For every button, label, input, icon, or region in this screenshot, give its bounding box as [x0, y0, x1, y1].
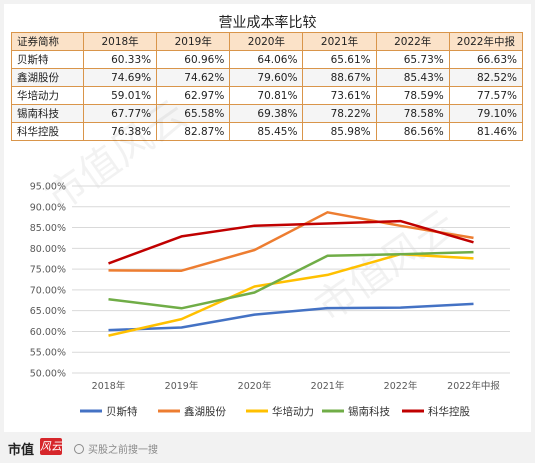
series-line [108, 302, 474, 332]
table-cell: 74.62% [156, 68, 231, 87]
table-cell: 70.81% [229, 86, 304, 105]
table-cell: 79.60% [229, 68, 304, 87]
y-tick-label: 95.00% [30, 182, 66, 193]
series-line [108, 252, 474, 337]
table-cell-company: 科华控股 [11, 122, 84, 141]
legend-label: 锡南科技 [348, 405, 390, 418]
table-cell: 86.56% [375, 122, 450, 141]
y-tick-label: 70.00% [30, 285, 66, 296]
search-icon [74, 444, 84, 454]
search-hint-text: 买股之前搜一搜 [88, 445, 158, 456]
table-cell-company: 华培动力 [11, 86, 84, 105]
x-tick-label: 2021年 [311, 380, 345, 392]
brand-logo-mark: 风云 [40, 438, 62, 455]
table-cell-company: 鑫湖股份 [11, 68, 84, 87]
cost-ratio-table: 证券简称 2018年 2019年 2020年 2021年 2022年 2022年… [11, 32, 524, 141]
table-cell: 69.38% [229, 104, 304, 123]
y-tick-label: 55.00% [30, 348, 66, 359]
table-header-cell: 2022年中报 [448, 32, 524, 51]
footer-bar: 市值 风云 买股之前搜一搜 [0, 432, 535, 463]
series-line [108, 211, 474, 272]
table-cell: 65.61% [302, 50, 377, 69]
legend-label: 科华控股 [428, 405, 470, 418]
table-cell: 79.10% [448, 104, 524, 123]
table-row: 鑫湖股份 74.69% 74.62% 79.60% 88.67% 85.43% … [11, 68, 524, 87]
line-chart: 50.00% 55.00% 60.00% 65.00% 70.00% 75.00% 80.0… [30, 182, 510, 418]
table-cell: 82.52% [448, 68, 524, 87]
x-tick-label: 2020年 [238, 380, 272, 392]
table-cell: 88.67% [302, 68, 377, 87]
table-cell: 77.57% [448, 86, 524, 105]
table-cell: 85.98% [302, 122, 377, 141]
x-tick-label: 2022年中报 [447, 380, 500, 392]
y-tick-label: 80.00% [30, 244, 66, 255]
legend-label: 鑫湖股份 [184, 405, 226, 418]
table-header-cell: 2022年 [375, 32, 450, 51]
y-tick-label: 75.00% [30, 265, 66, 276]
table-cell: 74.69% [82, 68, 158, 87]
table-cell: 65.73% [375, 50, 450, 69]
legend-label: 华培动力 [272, 405, 314, 418]
table-cell: 85.45% [229, 122, 304, 141]
y-tick-label: 65.00% [30, 306, 66, 317]
table-cell: 76.38% [82, 122, 158, 141]
table-row: 贝斯特 60.33% 60.96% 64.06% 65.61% 65.73% 6… [11, 50, 524, 69]
table-cell: 78.22% [302, 104, 377, 123]
table-header-cell: 2019年 [156, 32, 231, 51]
brand-logo-text: 市值 [8, 443, 35, 458]
table-cell: 82.87% [156, 122, 231, 141]
search-hint[interactable]: 买股之前搜一搜 [74, 441, 158, 456]
table-row: 华培动力 59.01% 62.97% 70.81% 73.61% 78.59% … [11, 86, 524, 105]
table-cell: 60.33% [82, 50, 158, 69]
table-row: 锡南科技 67.77% 65.58% 69.38% 78.22% 78.58% … [11, 104, 524, 123]
chart-card: 营业成本率比较 证券简称 2018年 2019年 2020年 2021年 202… [4, 4, 531, 432]
table-header-row: 证券简称 2018年 2019年 2020年 2021年 2022年 2022年… [11, 32, 524, 51]
y-tick-label: 85.00% [30, 223, 66, 234]
series-line [108, 250, 474, 310]
table-cell: 73.61% [302, 86, 377, 105]
table-cell: 67.77% [82, 104, 158, 123]
table-cell-company: 贝斯特 [11, 50, 84, 69]
x-tick-label: 2022年 [384, 380, 418, 392]
table-cell: 66.63% [448, 50, 524, 69]
x-tick-label: 2019年 [165, 380, 199, 392]
table-cell: 64.06% [229, 50, 304, 69]
table-header-cell: 证券简称 [11, 32, 84, 51]
table-cell: 60.96% [156, 50, 231, 69]
table-row: 科华控股 76.38% 82.87% 85.45% 85.98% 86.56% … [11, 122, 524, 141]
table-cell: 59.01% [82, 86, 158, 105]
table-cell: 78.59% [375, 86, 450, 105]
legend-label: 贝斯特 [106, 405, 138, 418]
x-tick-label: 2018年 [92, 380, 126, 392]
table-header-cell: 2020年 [229, 32, 304, 51]
table-header-cell: 2018年 [82, 32, 158, 51]
series-line [108, 219, 474, 265]
y-tick-label: 60.00% [30, 327, 66, 338]
chart-title: 营业成本率比较 [218, 15, 317, 31]
table-cell: 78.58% [375, 104, 450, 123]
y-tick-label: 50.00% [30, 369, 66, 380]
table-header-cell: 2021年 [302, 32, 377, 51]
table-cell: 62.97% [156, 86, 231, 105]
table-cell: 85.43% [375, 68, 450, 87]
y-tick-label: 90.00% [30, 202, 66, 213]
table-cell-company: 锡南科技 [11, 104, 84, 123]
table-cell: 81.46% [448, 122, 524, 141]
table-cell: 65.58% [156, 104, 231, 123]
